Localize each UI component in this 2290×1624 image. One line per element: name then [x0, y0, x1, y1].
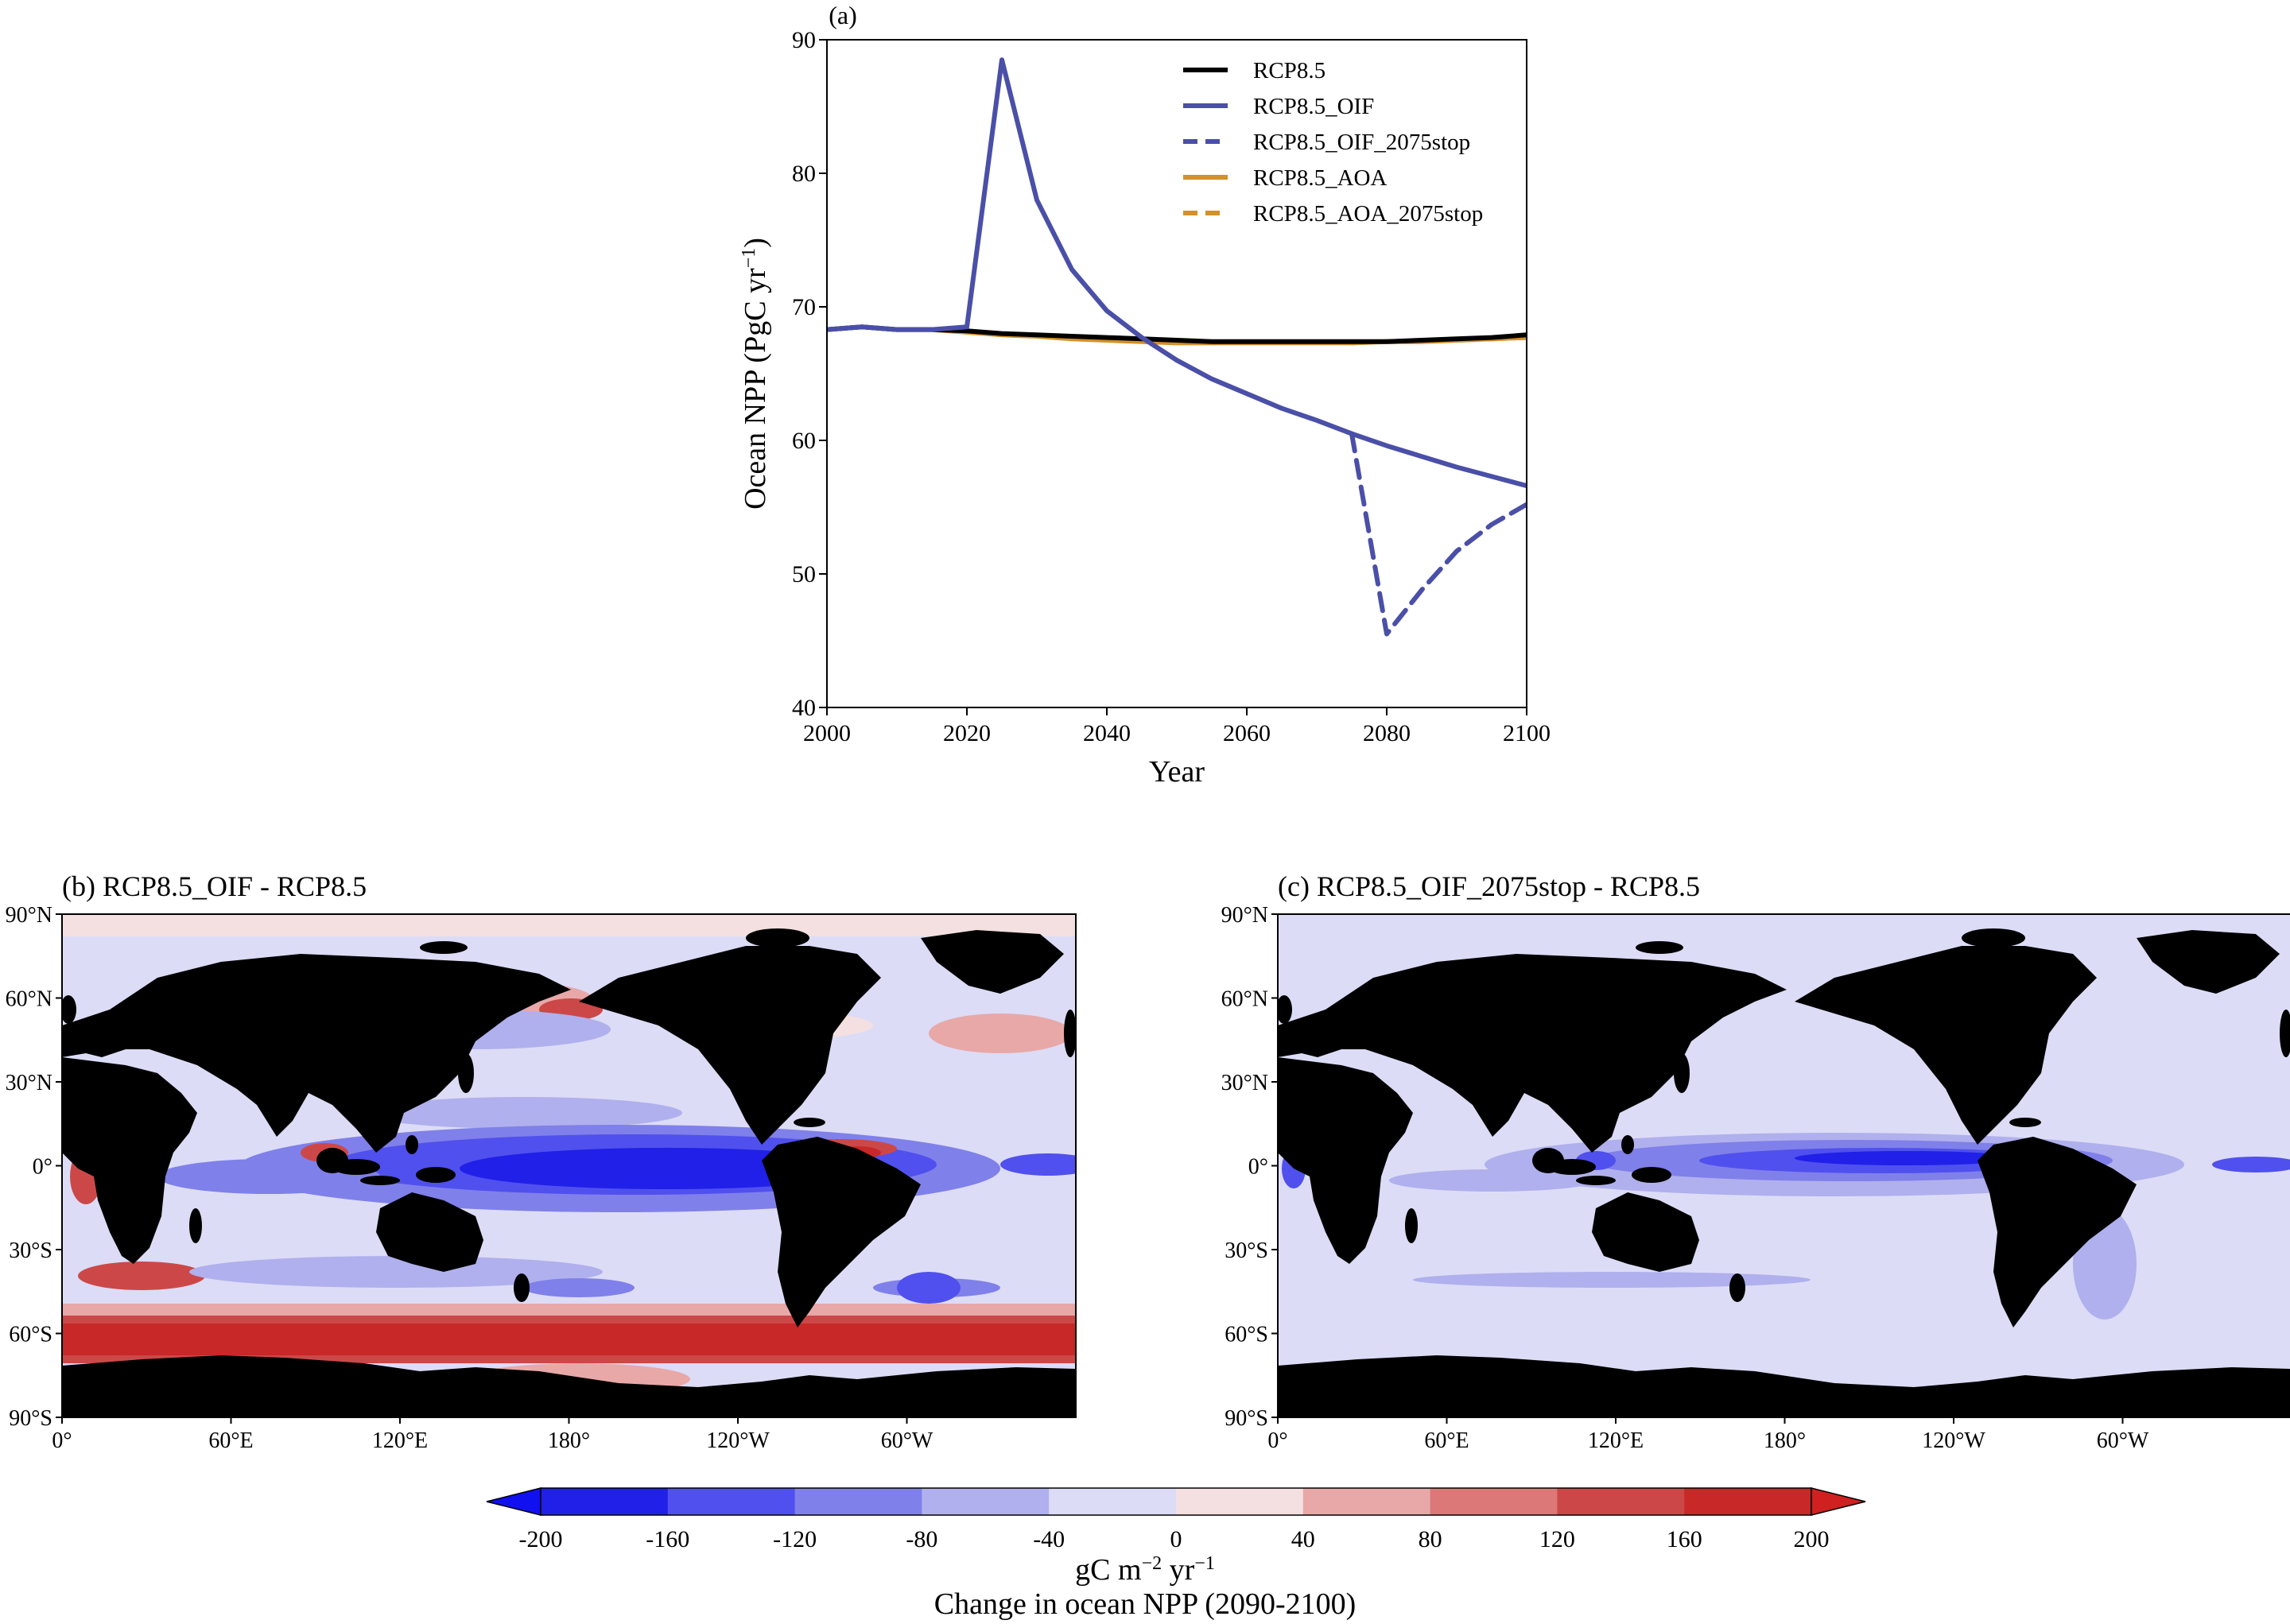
colorbar-segment [794, 1488, 922, 1515]
panel-a-x-axis-label: Year [1149, 755, 1205, 789]
panel-a-x-ticks: 2000 2020 2040 2060 2080 2100 [803, 707, 1551, 746]
map-lon-tick-label: 120°W [1922, 1428, 1985, 1453]
map-lon-tick-label: 120°E [372, 1428, 428, 1453]
colorbar-over-arrow [1811, 1487, 1866, 1516]
panel-a-series-lines [827, 57, 1527, 637]
panel-a-x-tick-label: 2040 [1083, 720, 1131, 746]
map-lat-tick-label: 90°S [9, 1406, 52, 1431]
colorbar-segments [486, 1487, 1866, 1516]
map-lat-tick-label: 60°N [6, 987, 52, 1012]
panel-a-y-tick-label: 70 [792, 294, 816, 320]
map-lon-tick-label: 180° [1764, 1428, 1806, 1453]
colorbar-tick-label: -120 [773, 1526, 817, 1552]
colorbar: -200 -160 -120 -80 -40 0 40 80 120 160 200 gC m−2 … [486, 1487, 1866, 1621]
map-lat-tick-label: 30°S [9, 1238, 52, 1263]
panel-c-title: (c) RCP8.5_OIF_2075stop - RCP8.5 [1278, 870, 1700, 902]
series-line-rcp8-5-oif-2075stop [1349, 431, 1527, 637]
map-lon-tick-label: 120°W [706, 1428, 770, 1453]
panel-c-map: (c) RCP8.5_OIF_2075stop - RCP8.5 0° 60°E 1… [1221, 870, 2290, 1453]
panel-b-map: (b) RCP8.5_OIF - RCP8.5 [6, 870, 1077, 1453]
panel-a-line-chart: (a) 2000 2020 2040 2060 2080 2100 40 50 60 70 80 9… [739, 1, 1551, 789]
colorbar-frame [540, 1487, 1812, 1516]
panel-a-x-tick-label: 2020 [943, 720, 991, 746]
map-lat-tick-label: 30°N [6, 1071, 52, 1095]
colorbar-segment [1430, 1488, 1558, 1515]
map-lat-tick-label: 90°N [6, 903, 52, 928]
colorbar-tick-label: -80 [906, 1526, 937, 1552]
panel-b-field [62, 914, 1076, 1417]
panel-a-y-axis-label: Ocean NPP (PgC yr−1) [739, 238, 772, 510]
colorbar-label: Change in ocean NPP (2090-2100) [934, 1587, 1357, 1621]
map-lat-tick-label: 90°N [1221, 903, 1268, 928]
series-line-rcp8-5-oif [827, 57, 1527, 489]
legend-entry-label: RCP8.5_OIF [1253, 94, 1374, 119]
map-lon-tick-label: 0° [1267, 1428, 1287, 1453]
panel-b-ticks: 0° 60°E 120°E 180° 120°W 60°W 90°N 60°N 30°N 0° 30… [6, 903, 933, 1453]
legend-entry-label: RCP8.5_AOA [1253, 165, 1387, 191]
colorbar-tick-label: -200 [519, 1526, 563, 1552]
colorbar-ticks: -200 -160 -120 -80 -40 0 40 80 120 160 200 [519, 1526, 1830, 1552]
map-lon-tick-label: 120°E [1588, 1428, 1644, 1453]
map-lat-tick-label: 0° [33, 1155, 52, 1180]
panel-a-x-tick-label: 2060 [1223, 720, 1271, 746]
colorbar-tick-label: 40 [1291, 1526, 1315, 1552]
map-lat-tick-label: 90°S [1225, 1406, 1268, 1431]
legend-entry-label: RCP8.5_AOA_2075stop [1253, 201, 1483, 227]
map-lon-tick-label: 0° [52, 1428, 72, 1453]
panel-a-y-tick-label: 60 [792, 428, 816, 454]
panel-b-title: (b) RCP8.5_OIF - RCP8.5 [62, 870, 367, 902]
map-lat-tick-label: 60°N [1221, 987, 1268, 1012]
colorbar-tick-label: 0 [1170, 1526, 1182, 1552]
panel-a-y-tick-label: 80 [792, 161, 816, 187]
panel-c-ticks: 0° 60°E 120°E 180° 120°W 60°W 90°N 60°N 30°N 0° 30… [1221, 903, 2149, 1453]
colorbar-segment [1684, 1488, 1812, 1515]
colorbar-segment [1557, 1488, 1685, 1515]
colorbar-segment [667, 1488, 796, 1515]
panel-a-y-tick-label: 50 [792, 561, 816, 587]
panel-a-x-tick-label: 2100 [1503, 720, 1551, 746]
colorbar-tick-label: -160 [646, 1526, 689, 1552]
colorbar-tick-label: 160 [1667, 1526, 1702, 1552]
panel-a-x-tick-label: 2000 [803, 720, 851, 746]
colorbar-unit: gC m−2 yr−1 [1075, 1553, 1215, 1587]
panel-a-y-tick-label: 40 [792, 695, 816, 721]
panel-a-legend: RCP8.5 RCP8.5_OIF RCP8.5_OIF_2075stop RCP8.… [1183, 58, 1483, 227]
panel-a-x-tick-label: 2080 [1363, 720, 1411, 746]
map-lon-tick-label: 60°E [1424, 1428, 1469, 1453]
colorbar-segment [541, 1488, 669, 1515]
colorbar-segment [1302, 1488, 1431, 1515]
colorbar-tick-label: 120 [1539, 1526, 1575, 1552]
colorbar-tick-label: 200 [1794, 1526, 1830, 1552]
map-lon-tick-label: 180° [548, 1428, 590, 1453]
map-lat-tick-label: 0° [1248, 1155, 1268, 1180]
colorbar-segment [922, 1488, 1050, 1515]
colorbar-segment [1049, 1488, 1177, 1515]
colorbar-tick-label: 80 [1419, 1526, 1442, 1552]
legend-entry-label: RCP8.5_OIF_2075stop [1253, 130, 1470, 155]
panel-a-frame [826, 39, 1527, 708]
panel-a-label: (a) [829, 1, 857, 29]
colorbar-under-arrow [486, 1487, 541, 1516]
panel-c-field [1278, 914, 2290, 1417]
map-lat-tick-label: 30°N [1221, 1071, 1268, 1095]
map-lon-tick-label: 60°W [881, 1428, 933, 1453]
colorbar-segment [1176, 1488, 1304, 1515]
map-lat-tick-label: 30°S [1225, 1238, 1268, 1263]
map-lon-tick-label: 60°W [2097, 1428, 2149, 1453]
map-lon-tick-label: 60°E [208, 1428, 253, 1453]
panel-a-y-tick-label: 90 [792, 27, 816, 53]
map-lat-tick-label: 60°S [1225, 1323, 1268, 1347]
panel-a-y-ticks: 40 50 60 70 80 90 [792, 27, 827, 721]
legend-entry-label: RCP8.5 [1253, 58, 1325, 83]
colorbar-tick-label: -40 [1033, 1526, 1065, 1552]
map-lat-tick-label: 60°S [9, 1323, 52, 1347]
